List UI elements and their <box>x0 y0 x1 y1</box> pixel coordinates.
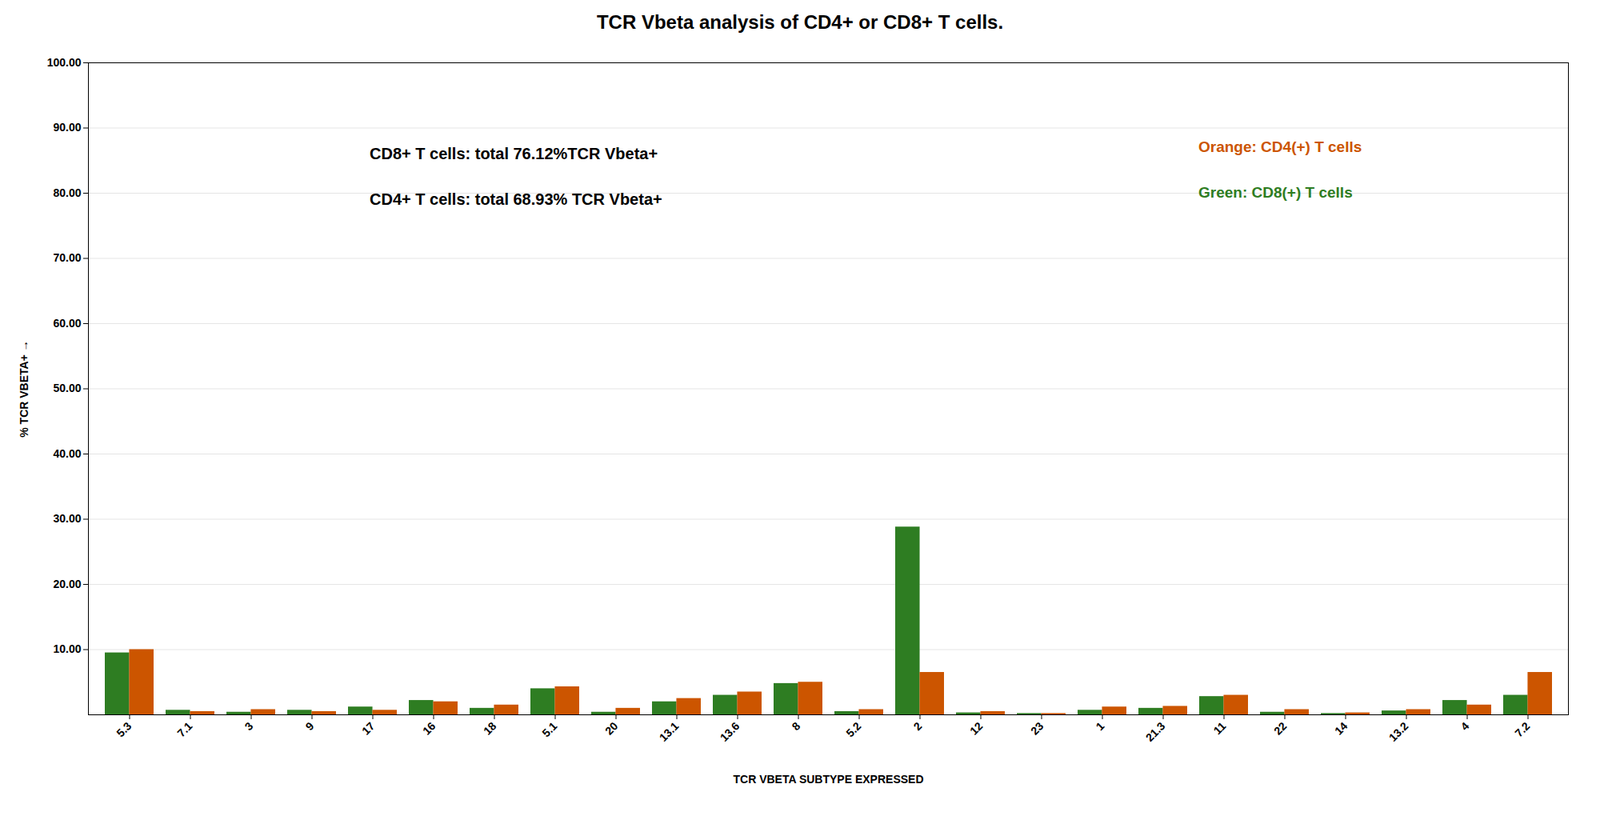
svg-text:20.00: 20.00 <box>52 577 81 591</box>
svg-text:TCR VBETA SUBTYPE EXPRESSED: TCR VBETA SUBTYPE EXPRESSED <box>732 772 924 786</box>
svg-text:4: 4 <box>1457 719 1472 733</box>
svg-text:% TCR VBETA+ →: % TCR VBETA+ → <box>17 340 31 437</box>
svg-text:10.00: 10.00 <box>52 642 81 656</box>
svg-text:5.2: 5.2 <box>843 719 864 740</box>
svg-text:Orange: CD4(+) T cells: Orange: CD4(+) T cells <box>1198 138 1362 156</box>
svg-text:9: 9 <box>302 719 316 733</box>
svg-text:11: 11 <box>1211 719 1229 737</box>
svg-text:12: 12 <box>967 719 985 737</box>
svg-text:90.00: 90.00 <box>52 120 81 134</box>
svg-text:18: 18 <box>480 719 499 737</box>
svg-text:16: 16 <box>420 719 438 737</box>
svg-text:60.00: 60.00 <box>52 316 81 330</box>
svg-text:17: 17 <box>359 719 377 737</box>
svg-text:1: 1 <box>1092 719 1107 733</box>
svg-text:30.00: 30.00 <box>52 512 81 525</box>
svg-text:7.1: 7.1 <box>174 719 195 740</box>
svg-text:13.1: 13.1 <box>656 719 682 744</box>
svg-text:80.00: 80.00 <box>52 186 81 200</box>
svg-text:13.6: 13.6 <box>717 719 743 744</box>
svg-text:5.1: 5.1 <box>539 719 560 740</box>
svg-text:50.00: 50.00 <box>52 381 81 395</box>
svg-text:3: 3 <box>241 719 256 733</box>
svg-text:21.3: 21.3 <box>1143 719 1168 744</box>
svg-text:14: 14 <box>1332 719 1350 737</box>
svg-text:CD8+ T cells: total 76.12%TCR: CD8+ T cells: total 76.12%TCR Vbeta+ <box>369 144 658 163</box>
svg-text:5.3: 5.3 <box>113 719 134 740</box>
html-text:TCR Vbeta analysis of CD4+ or: TCR Vbeta analysis of CD4+ or CD8+ T cel… <box>596 11 1004 33</box>
svg-text:7.2: 7.2 <box>1512 719 1532 740</box>
svg-text:2: 2 <box>910 719 924 733</box>
svg-text:13.2: 13.2 <box>1386 719 1412 744</box>
svg-text:8: 8 <box>788 719 803 733</box>
svg-text:Green: CD8(+) T cells: Green: CD8(+) T cells <box>1198 184 1353 201</box>
svg-text:22: 22 <box>1271 719 1289 737</box>
svg-text:100.00: 100.00 <box>47 56 82 69</box>
svg-text:20: 20 <box>602 719 620 737</box>
svg-text:CD4+ T cells: total 68.93% TCR: CD4+ T cells: total 68.93% TCR Vbeta+ <box>369 190 663 208</box>
svg-text:70.00: 70.00 <box>52 251 81 264</box>
svg-text:23: 23 <box>1028 719 1046 737</box>
svg-text:40.00: 40.00 <box>52 447 81 460</box>
